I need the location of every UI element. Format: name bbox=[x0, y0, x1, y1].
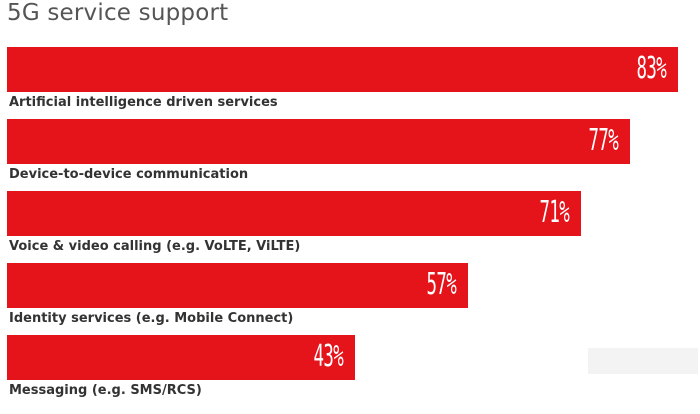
category-label: Messaging (e.g. SMS/RCS) bbox=[9, 383, 202, 398]
category-label: Device-to-device communication bbox=[9, 167, 249, 182]
chart-title: 5G service support bbox=[7, 0, 229, 26]
bar-value-label: 57% bbox=[426, 267, 456, 302]
bar: 83% bbox=[7, 47, 678, 92]
category-label: Voice & video calling (e.g. VoLTE, ViLTE… bbox=[9, 239, 301, 254]
bar-value-label: 83% bbox=[636, 51, 666, 86]
bar: 71% bbox=[7, 191, 581, 236]
bar-value-label: 43% bbox=[313, 339, 343, 374]
bar: 57% bbox=[7, 263, 468, 308]
category-label: Identity services (e.g. Mobile Connect) bbox=[9, 311, 294, 326]
bar: 43% bbox=[7, 335, 355, 380]
category-label: Artificial intelligence driven services bbox=[9, 95, 278, 110]
bar-value-label: 71% bbox=[539, 195, 569, 230]
bar: 77% bbox=[7, 119, 630, 164]
bar-value-label: 77% bbox=[588, 123, 618, 158]
watermark bbox=[588, 348, 698, 374]
